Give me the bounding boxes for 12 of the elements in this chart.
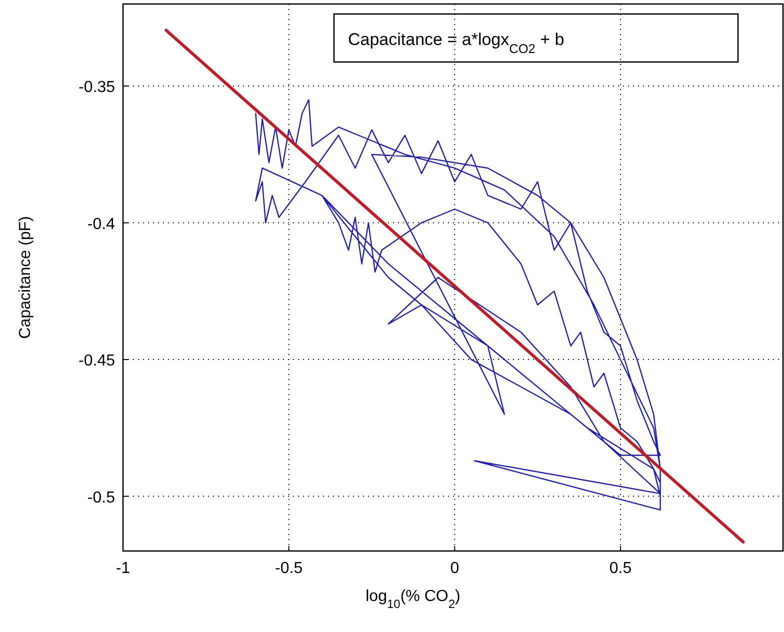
x-tick-label: 0.5 (609, 560, 632, 577)
y-tick-label: -0.4 (87, 216, 116, 233)
x-tick-label: -1 (116, 560, 130, 577)
annotation: Capacitance = a*logx$_{CO2}$ + b (348, 30, 564, 56)
line-series (255, 99, 661, 511)
x-tick-label: -0.5 (275, 560, 303, 577)
y-axis-title: Capacitance (pF) (17, 216, 34, 339)
x-axis-title: log$_{10}$(% CO$_{2}$) (366, 588, 460, 611)
x-tick-label: 0 (450, 560, 460, 577)
y-tick-label: -0.35 (78, 79, 116, 96)
y-tick-label: -0.5 (87, 489, 116, 506)
y-tick-label: -0.45 (78, 352, 116, 370)
